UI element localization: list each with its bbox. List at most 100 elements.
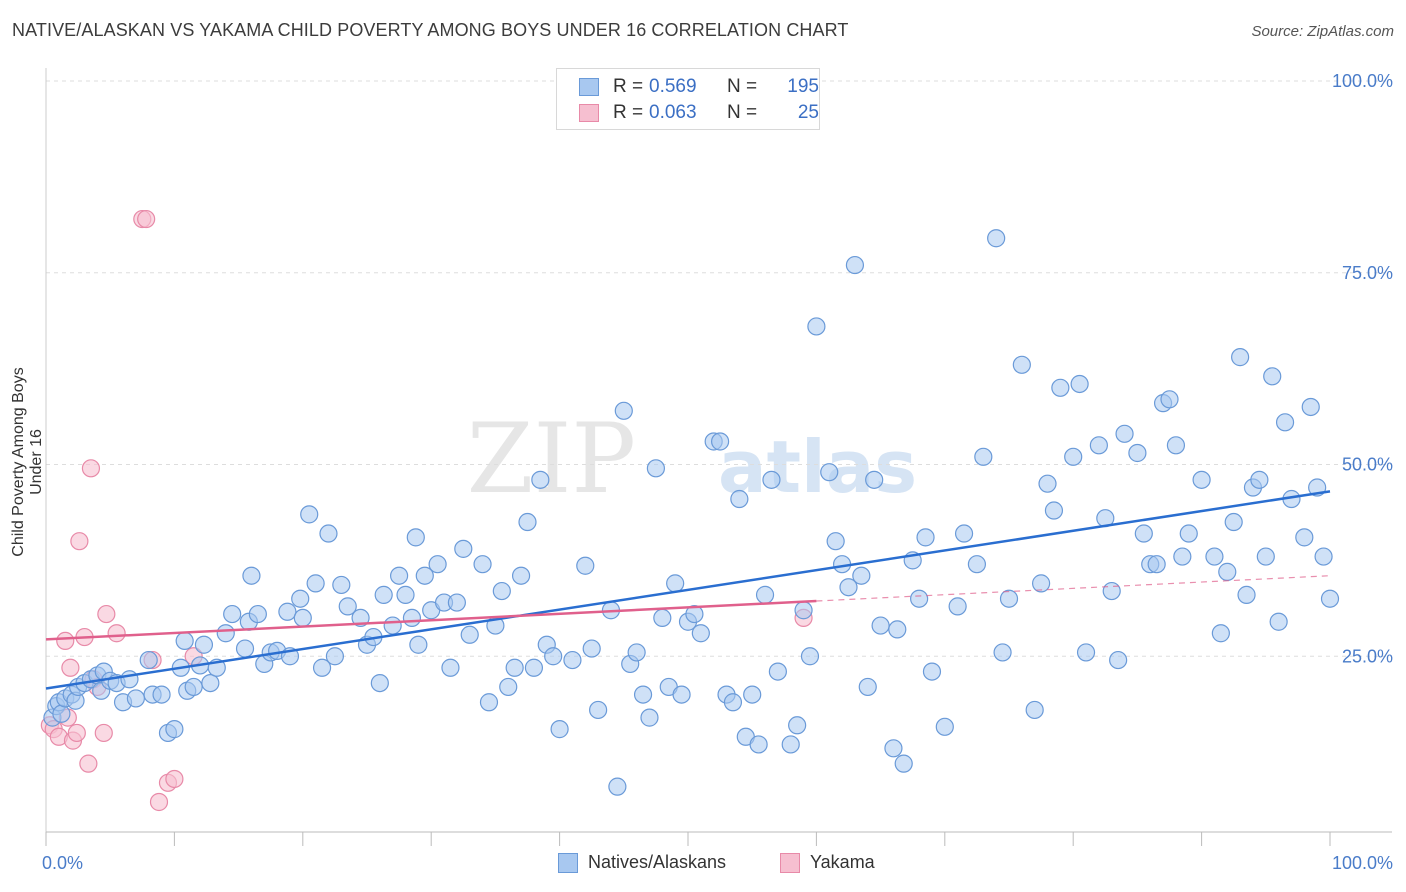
natives-point: [152, 685, 171, 704]
natives-point: [1076, 643, 1096, 662]
natives-point: [338, 597, 357, 616]
legend-swatch-yakama: [579, 104, 599, 122]
natives-point: [627, 643, 646, 662]
natives-point: [460, 625, 479, 644]
natives-point: [1070, 374, 1089, 394]
natives-point: [755, 585, 775, 604]
natives-point: [300, 505, 319, 524]
natives-point: [505, 658, 524, 677]
natives-point: [1038, 474, 1057, 493]
natives-point: [839, 578, 858, 597]
natives-point: [473, 555, 492, 574]
natives-point: [52, 704, 71, 723]
natives-point: [518, 512, 537, 532]
yakama-points: [40, 209, 813, 812]
legend-label-yakama: Yakama: [810, 852, 875, 872]
natives-point: [1166, 436, 1186, 455]
natives-point: [332, 575, 351, 595]
natives-point: [351, 608, 370, 628]
natives-point: [454, 539, 473, 558]
natives-point: [666, 574, 685, 593]
natives-point: [370, 673, 389, 693]
natives-point: [550, 720, 569, 739]
natives-point: [974, 447, 993, 466]
natives-point: [894, 754, 913, 773]
y-tick-label: 100.0%: [1332, 71, 1393, 91]
legend-swatch-natives: [579, 78, 599, 96]
natives-point: [306, 574, 325, 593]
natives-point: [762, 470, 781, 489]
yakama-point: [70, 532, 89, 551]
natives-point: [1256, 547, 1275, 566]
natives-point: [1044, 501, 1064, 520]
yakama-point: [107, 624, 126, 643]
natives-point: [406, 528, 425, 547]
natives-point: [1115, 424, 1134, 443]
natives-point: [852, 566, 871, 585]
natives-point: [1051, 378, 1070, 397]
natives-point: [374, 585, 393, 604]
axes: [45, 68, 1392, 846]
natives-point: [1218, 562, 1237, 581]
natives-point: [120, 670, 139, 689]
yakama-point: [149, 792, 169, 812]
natives-point: [194, 635, 214, 654]
natives-point: [531, 470, 550, 489]
natives-point: [1109, 650, 1128, 670]
legend-r-value-natives: 0.569: [649, 76, 697, 97]
y-tick-label: 50.0%: [1342, 455, 1393, 475]
natives-point: [409, 635, 428, 654]
natives-trend-line: [45, 490, 1331, 690]
yakama-point: [61, 658, 80, 677]
chart-title: NATIVE/ALASKAN VS YAKAMA CHILD POVERTY A…: [12, 20, 849, 40]
natives-point: [1173, 547, 1192, 566]
natives-point: [865, 470, 884, 489]
natives-point: [1179, 524, 1198, 543]
natives-point: [685, 604, 704, 624]
natives-point: [710, 432, 730, 451]
natives-point: [845, 255, 865, 275]
natives-point: [1160, 390, 1179, 409]
natives-point: [319, 524, 338, 543]
natives-point: [1231, 348, 1250, 367]
natives-point: [916, 528, 935, 547]
natives-point: [1263, 367, 1282, 386]
watermark-atlas: atlas: [718, 425, 917, 509]
natives-point: [800, 647, 820, 666]
natives-point: [672, 685, 691, 704]
natives-point: [888, 620, 907, 639]
natives-point: [576, 556, 595, 575]
yakama-point: [165, 769, 184, 789]
legend-n-value-yakama: 25: [797, 102, 819, 123]
stats-legend: R = 0.569 N = 195 R = 0.063 N = 25: [556, 68, 820, 130]
legend-r-label: R =: [613, 76, 644, 97]
natives-point: [278, 602, 297, 621]
natives-point: [242, 566, 261, 585]
legend-label-natives: Natives/Alaskans: [588, 852, 727, 872]
natives-point: [1147, 555, 1166, 574]
trend-lines: [45, 490, 1331, 690]
natives-point: [749, 735, 768, 754]
natives-point: [479, 693, 499, 712]
natives-point: [858, 677, 877, 697]
legend-swatch-natives: [558, 853, 578, 873]
legend-n-label: N =: [727, 76, 758, 97]
yakama-trend-line: [45, 599, 817, 641]
natives-point: [768, 662, 787, 681]
yakama-point: [56, 631, 75, 651]
natives-point: [524, 658, 544, 677]
natives-point: [447, 593, 466, 612]
natives-point: [415, 566, 434, 585]
yakama-point: [79, 754, 98, 773]
natives-point: [871, 616, 890, 635]
natives-point: [935, 717, 954, 736]
natives-point: [492, 581, 511, 601]
natives-point: [910, 589, 929, 608]
natives-point: [589, 700, 608, 720]
natives-point: [511, 566, 531, 585]
natives-point: [884, 739, 903, 758]
natives-point: [987, 229, 1006, 248]
natives-point: [1250, 470, 1269, 489]
y-tick-label: 75.0%: [1342, 263, 1393, 283]
